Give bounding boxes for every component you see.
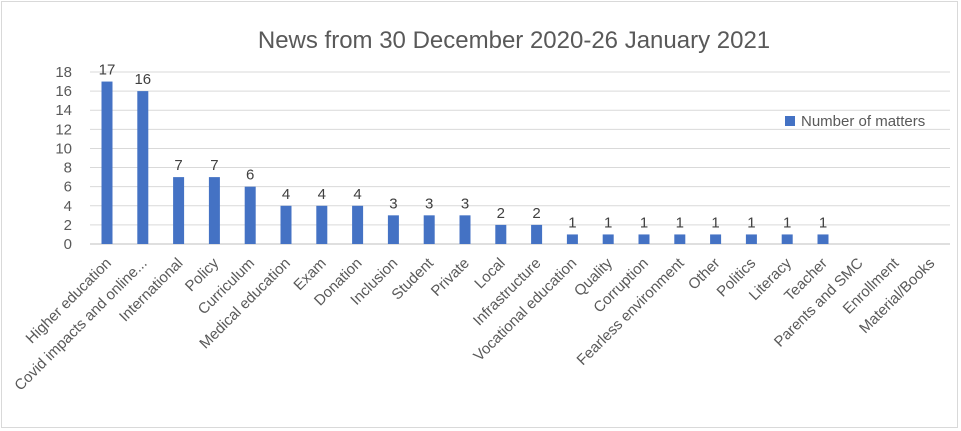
data-label: 1 — [747, 214, 755, 231]
data-label: 16 — [134, 71, 151, 88]
data-label: 3 — [389, 195, 397, 212]
data-label: 6 — [246, 167, 254, 184]
y-tick-label: 14 — [55, 102, 72, 119]
data-labels: 17 16 7 7 6 4 4 4 3 3 3 2 2 1 1 1 1 1 1 1 1 — [99, 62, 828, 232]
data-label: 17 — [99, 62, 116, 79]
y-tick-label: 2 — [64, 217, 72, 234]
bar — [781, 234, 793, 244]
bar — [173, 177, 185, 244]
bar — [316, 205, 328, 244]
bar — [817, 234, 829, 244]
data-label: 3 — [425, 195, 433, 212]
data-label: 1 — [676, 214, 684, 231]
bars — [101, 81, 829, 244]
data-label: 1 — [640, 214, 648, 231]
bar — [423, 215, 435, 244]
legend-swatch — [785, 116, 795, 126]
data-label: 1 — [568, 214, 576, 231]
bar — [352, 205, 364, 244]
data-label: 3 — [461, 195, 469, 212]
data-label: 1 — [783, 214, 791, 231]
y-tick-label: 16 — [55, 83, 72, 100]
legend: Number of matters — [785, 113, 925, 130]
data-label: 1 — [604, 214, 612, 231]
data-label: 4 — [353, 186, 361, 203]
bar — [101, 81, 113, 244]
y-tick-label: 8 — [64, 160, 72, 177]
data-label: 4 — [318, 186, 326, 203]
bar — [745, 234, 757, 244]
bar — [137, 91, 149, 244]
bar — [531, 224, 543, 244]
y-tick-label: 12 — [55, 121, 72, 138]
y-tick-label: 10 — [55, 140, 72, 157]
bar — [208, 177, 220, 244]
bar — [674, 234, 686, 244]
bar — [280, 205, 292, 244]
data-label: 4 — [282, 186, 290, 203]
legend-label: Number of matters — [801, 113, 925, 130]
data-label: 1 — [819, 214, 827, 231]
y-axis-ticks: 0 2 4 6 8 10 12 14 16 18 — [55, 64, 72, 253]
bar — [495, 224, 507, 244]
data-label: 7 — [210, 157, 218, 174]
data-label: 2 — [497, 205, 505, 222]
y-tick-label: 4 — [64, 198, 72, 215]
data-label: 7 — [174, 157, 182, 174]
y-tick-label: 0 — [64, 236, 72, 253]
y-tick-label: 6 — [64, 179, 72, 196]
y-tick-label: 18 — [55, 64, 72, 81]
bar — [602, 234, 614, 244]
data-label: 1 — [711, 214, 719, 231]
bar — [566, 234, 578, 244]
bar — [710, 234, 722, 244]
data-label: 2 — [532, 205, 540, 222]
category-label: Private — [428, 255, 473, 300]
bar — [638, 234, 650, 244]
bar — [387, 215, 399, 244]
bar — [459, 215, 471, 244]
gridlines — [90, 71, 950, 245]
bar — [244, 186, 256, 244]
chart-title: News from 30 December 2020-26 January 20… — [258, 27, 770, 54]
